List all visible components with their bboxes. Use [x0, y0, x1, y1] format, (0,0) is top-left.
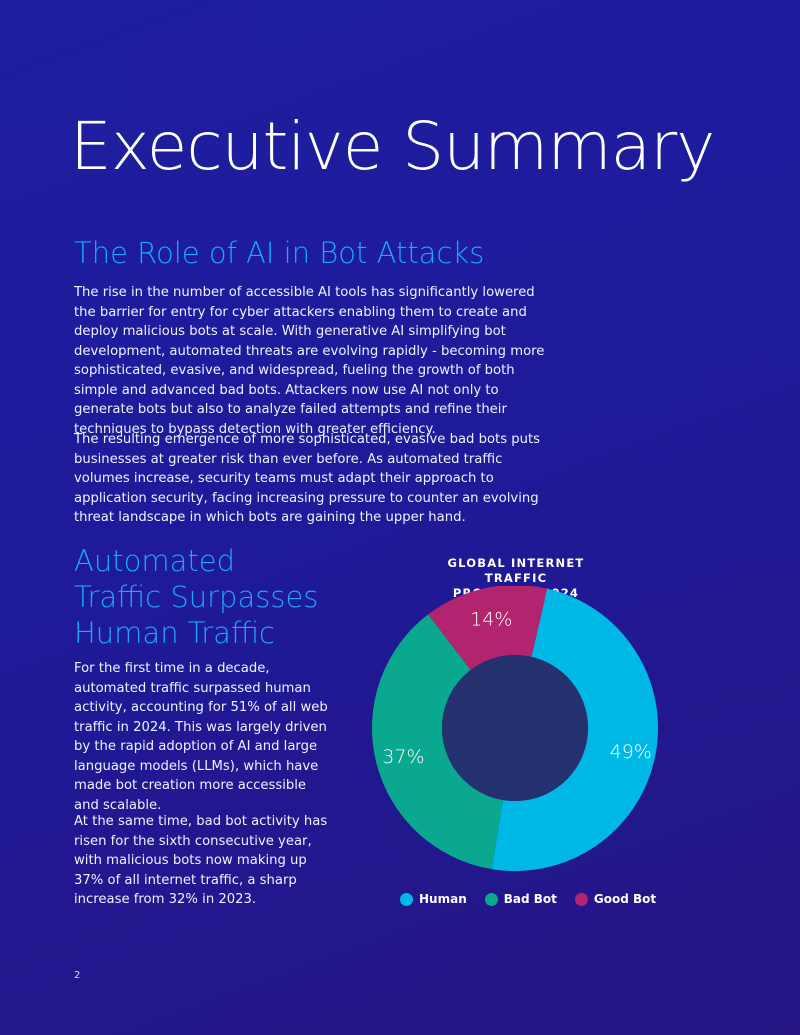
slice-label-human: 49%	[610, 741, 652, 763]
traffic-donut-chart: 49% 37% 14%	[372, 586, 658, 871]
chart-legend: Human Bad Bot Good Bot	[400, 892, 656, 906]
heading-line: Automated	[74, 544, 235, 578]
slice-good-bot	[428, 586, 548, 671]
legend-label: Good Bot	[593, 892, 657, 906]
heading-line: Human Traffic	[74, 616, 275, 650]
heading-line: Traffic Surpasses	[74, 580, 319, 614]
section-heading-ai-bot-attacks: The Role of AI in Bot Attacks	[74, 236, 485, 270]
section1-paragraph-1: The rise in the number of accessible AI …	[74, 285, 545, 437]
legend-label: Human	[419, 892, 467, 906]
slice-human	[491, 588, 658, 871]
section2-paragraph-1: For the first time in a decade, automate…	[74, 661, 328, 813]
section-heading-automated-traffic: Automated Traffic Surpasses Human Traffi…	[74, 543, 374, 651]
page-title: Executive Summary	[70, 108, 715, 185]
legend-swatch	[574, 892, 588, 906]
page-number: 2	[74, 970, 81, 981]
section1-paragraph-2: The resulting emergence of more sophisti…	[74, 432, 541, 525]
section2-paragraph-2: At the same time, bad bot activity has r…	[74, 814, 328, 907]
legend-swatch	[400, 892, 413, 906]
legend-item-human: Human	[400, 892, 467, 906]
slice-label-good-bot: 14%	[470, 609, 512, 631]
chart-title-line: GLOBAL INTERNET TRAFFIC	[447, 556, 585, 585]
donut-center	[442, 655, 588, 801]
slice-bad-bot	[372, 614, 504, 870]
legend-item-bad-bot: Bad Bot	[484, 892, 557, 906]
legend-label: Bad Bot	[503, 892, 557, 906]
legend-item-good-bot: Good Bot	[574, 892, 657, 906]
slice-label-bad-bot: 37%	[382, 746, 424, 768]
legend-swatch	[484, 892, 498, 906]
